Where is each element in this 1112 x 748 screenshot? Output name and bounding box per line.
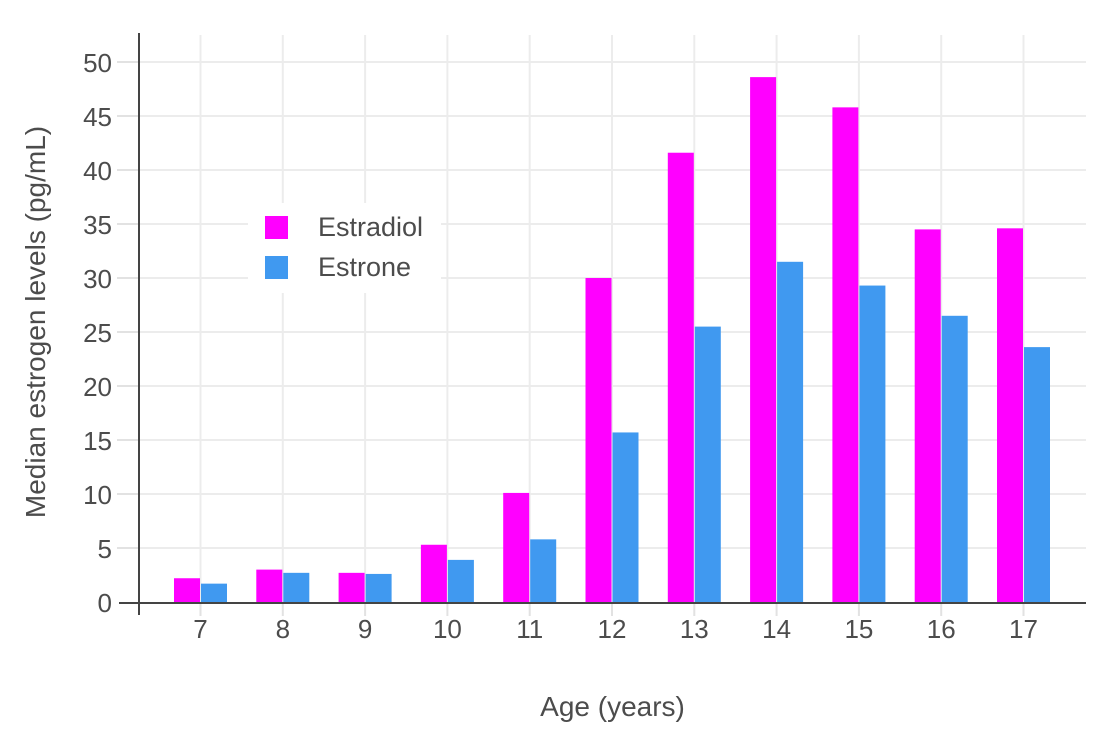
y-tick-label: 15: [83, 426, 112, 456]
bar-estrone-age-13[interactable]: [694, 326, 721, 602]
bar-estrone-age-16[interactable]: [941, 315, 968, 602]
y-tick-label: 5: [98, 534, 112, 564]
bar-estradiol-age-17[interactable]: [997, 228, 1023, 602]
x-tick-label: 17: [1009, 614, 1038, 644]
x-tick-label: 8: [276, 614, 290, 644]
bar-estrone-age-7[interactable]: [201, 583, 227, 602]
legend: Estradiol Estrone: [248, 203, 442, 293]
y-tick-label: 0: [98, 588, 112, 618]
x-tick-label: 16: [927, 614, 956, 644]
bar-estrone-age-8[interactable]: [283, 572, 310, 602]
legend-item-estrone[interactable]: Estrone: [265, 247, 423, 287]
bar-estradiol-age-8[interactable]: [256, 569, 283, 602]
y-tick-label: 10: [83, 480, 112, 510]
x-tick-label: 12: [598, 614, 627, 644]
bar-estradiol-age-15[interactable]: [832, 107, 859, 603]
bar-estradiol-age-10[interactable]: [420, 544, 447, 602]
bar-estradiol-age-12[interactable]: [585, 278, 612, 602]
y-tick-label: 35: [83, 210, 112, 240]
x-tick-label: 14: [762, 614, 791, 644]
estradiol-swatch: [265, 215, 288, 239]
x-tick-label: 13: [680, 614, 709, 644]
bar-estradiol-age-16[interactable]: [914, 229, 941, 602]
bar-estrone-age-14[interactable]: [777, 261, 804, 602]
y-tick-label: 50: [83, 48, 112, 78]
legend-label-estrone: Estrone: [318, 251, 412, 282]
bar-estrone-age-10[interactable]: [447, 559, 474, 602]
bar-estrone-age-15[interactable]: [859, 285, 886, 602]
legend-label-estradiol: Estradiol: [318, 211, 424, 242]
bar-estradiol-age-7[interactable]: [174, 578, 200, 602]
x-tick-label: 9: [358, 614, 372, 644]
y-tick-label: 25: [83, 318, 112, 348]
y-tick-label: 40: [83, 156, 112, 186]
bar-estradiol-age-14[interactable]: [750, 77, 777, 603]
estrone-swatch: [265, 255, 288, 279]
x-tick-label: 15: [844, 614, 873, 644]
y-tick-label: 30: [83, 264, 112, 294]
x-tick-label: 7: [193, 614, 207, 644]
bar-estradiol-age-11[interactable]: [503, 492, 530, 602]
legend-item-estradiol[interactable]: Estradiol: [265, 207, 423, 247]
x-axis-title: Age (years): [540, 691, 685, 722]
y-tick-label: 20: [83, 372, 112, 402]
bar-estrone-age-12[interactable]: [612, 432, 639, 602]
bar-estrone-age-9[interactable]: [365, 573, 392, 602]
bar-estradiol-age-13[interactable]: [667, 152, 694, 602]
y-tick-label: 45: [83, 102, 112, 132]
x-tick-label: 10: [433, 614, 462, 644]
bar-estradiol-age-9[interactable]: [338, 572, 365, 602]
bar-estrone-age-11[interactable]: [530, 539, 557, 602]
y-axis-title: Median estrogen levels (pg/mL): [20, 125, 51, 519]
bar-estrone-age-17[interactable]: [1024, 347, 1050, 602]
x-tick-label: 11: [516, 614, 543, 644]
